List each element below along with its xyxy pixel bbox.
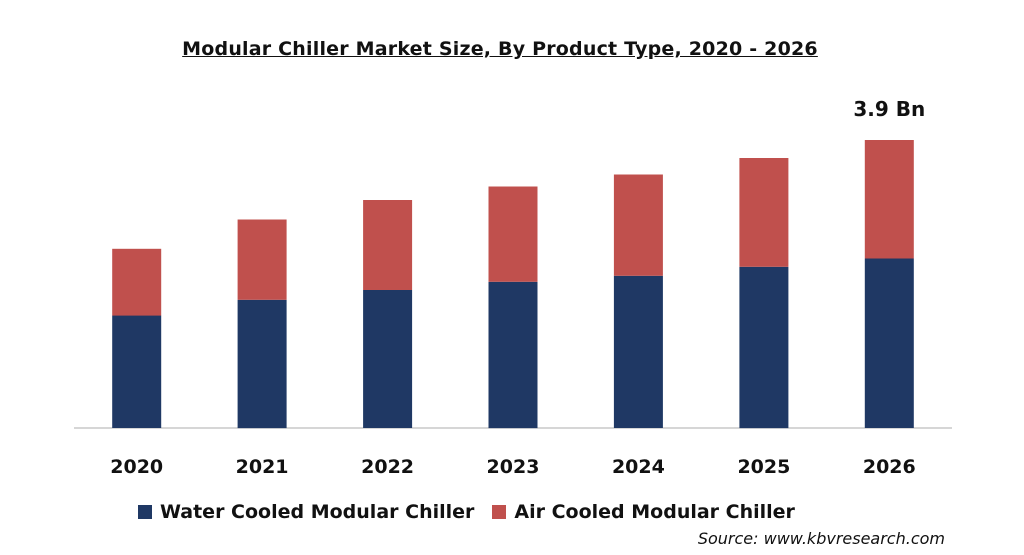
legend-label-air-cooled: Air Cooled Modular Chiller — [514, 501, 795, 523]
bar-air-cooled-2021 — [237, 219, 287, 300]
bar-air-cooled-2026 — [864, 140, 914, 259]
bar-air-cooled-2025 — [739, 158, 789, 267]
legend-label-water-cooled: Water Cooled Modular Chiller — [160, 501, 475, 523]
bar-water-cooled-2023 — [488, 281, 538, 429]
bar-air-cooled-2024 — [613, 174, 663, 276]
x-tick-label-2023: 2023 — [487, 456, 540, 478]
source-note: Source: www.kbvresearch.com — [697, 529, 945, 548]
data-label-2026: 3.9 Bn — [853, 97, 925, 121]
x-tick-labels: 2020 2021 2022 2023 2024 2025 2026 — [110, 456, 915, 478]
x-tick-label-2021: 2021 — [236, 456, 289, 478]
bar-water-cooled-2022 — [363, 290, 413, 428]
bar-air-cooled-2022 — [363, 200, 413, 290]
legend-swatch-water-cooled — [138, 505, 152, 519]
legend-swatch-air-cooled — [492, 505, 507, 519]
chart-title: Modular Chiller Market Size, By Product … — [182, 38, 818, 60]
x-tick-label-2022: 2022 — [361, 456, 414, 478]
bar-water-cooled-2021 — [237, 299, 287, 429]
bar-water-cooled-2020 — [112, 315, 162, 428]
bar-water-cooled-2024 — [613, 275, 663, 428]
bar-air-cooled-2023 — [488, 186, 538, 282]
legend-item-water-cooled: Water Cooled Modular Chiller — [138, 501, 474, 523]
x-tick-label-2024: 2024 — [612, 456, 665, 478]
legend: Water Cooled Modular Chiller Air Cooled … — [138, 500, 813, 524]
bar-water-cooled-2025 — [739, 266, 789, 429]
annotation-group: 3.9 Bn — [853, 97, 925, 121]
x-tick-label-2025: 2025 — [737, 456, 790, 478]
bar-group — [112, 140, 914, 429]
x-tick-label-2020: 2020 — [110, 456, 163, 478]
bar-water-cooled-2026 — [864, 258, 914, 428]
bar-air-cooled-2020 — [112, 248, 162, 316]
x-tick-label-2026: 2026 — [863, 456, 916, 478]
legend-item-air-cooled: Air Cooled Modular Chiller — [492, 501, 795, 523]
